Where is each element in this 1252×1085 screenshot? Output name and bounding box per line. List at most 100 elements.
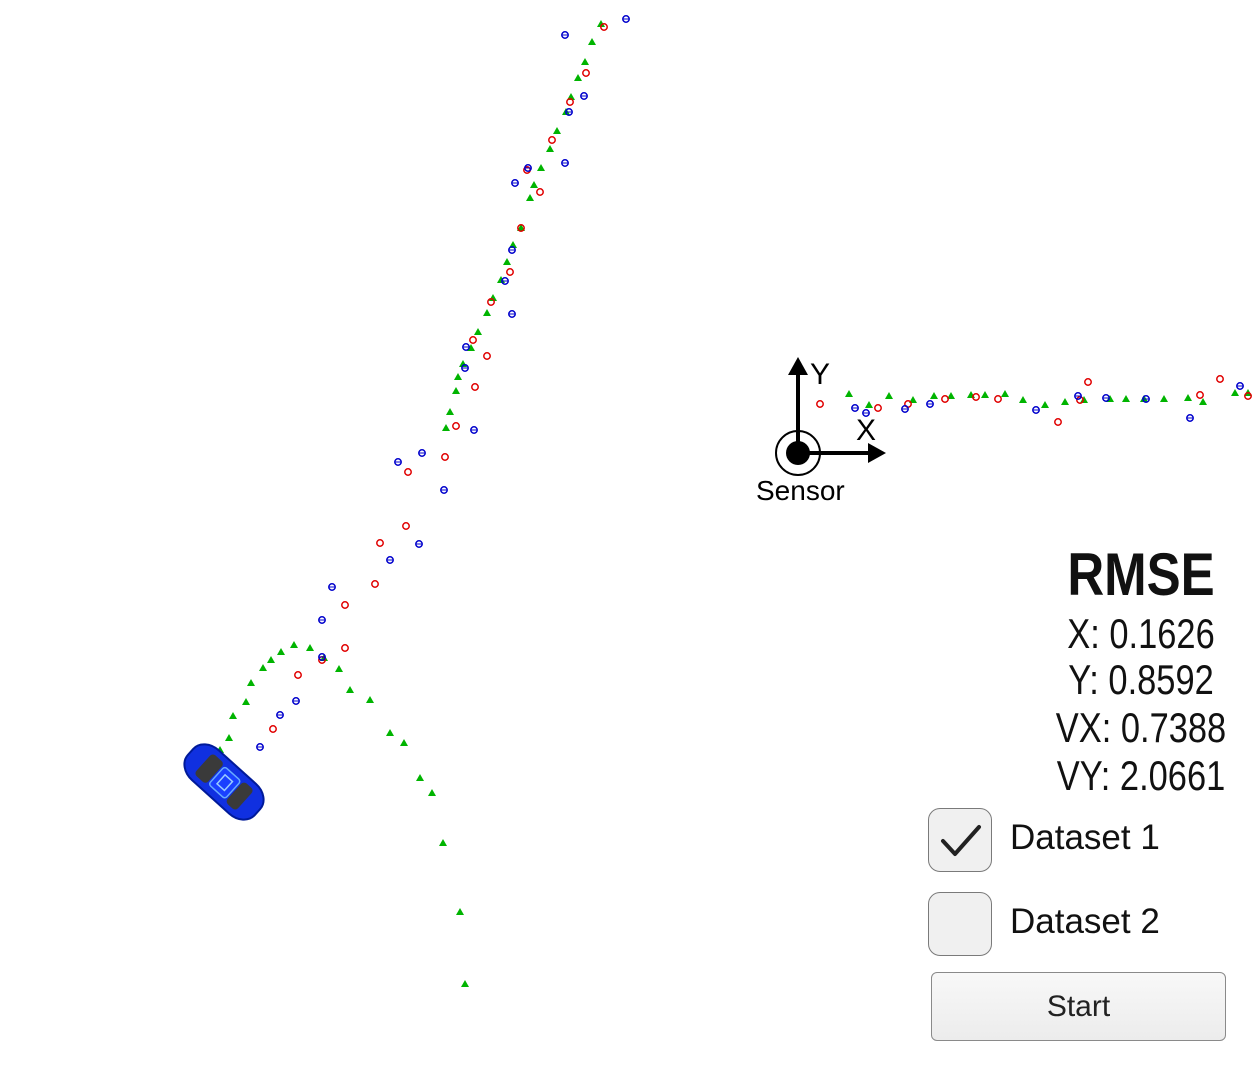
estimate-marker — [306, 644, 314, 651]
lidar-marker — [452, 422, 460, 430]
estimate-marker — [553, 127, 561, 134]
lidar-marker — [441, 453, 449, 461]
lidar-marker — [294, 671, 302, 679]
lidar-marker — [341, 644, 349, 652]
radar-marker — [580, 92, 588, 100]
estimate-marker — [1122, 395, 1130, 402]
estimate-marker — [400, 739, 408, 746]
radar-marker — [1142, 395, 1150, 403]
estimate-marker — [454, 373, 462, 380]
radar-marker — [440, 486, 448, 494]
radar-marker — [508, 246, 516, 254]
radar-marker — [318, 653, 326, 661]
estimate-marker — [446, 408, 454, 415]
radar-marker — [461, 364, 469, 372]
radar-marker — [524, 164, 532, 172]
radar-marker — [462, 343, 470, 351]
radar-marker — [862, 409, 870, 417]
estimate-marker — [930, 392, 938, 399]
estimate-marker — [259, 664, 267, 671]
radar-marker — [1032, 406, 1040, 414]
radar-marker — [561, 159, 569, 167]
lidar-marker — [371, 580, 379, 588]
estimate-marker — [885, 392, 893, 399]
radar-marker — [851, 404, 859, 412]
estimate-marker — [503, 258, 511, 265]
estimate-marker — [247, 679, 255, 686]
radar-marker — [1102, 394, 1110, 402]
radar-marker — [418, 449, 426, 457]
lidar-marker — [471, 383, 479, 391]
estimate-marker — [267, 656, 275, 663]
estimate-marker — [1231, 389, 1239, 396]
start-button[interactable]: Start — [931, 972, 1226, 1041]
lidar-marker — [517, 224, 525, 232]
lidar-marker — [487, 298, 495, 306]
lidar-marker — [1244, 392, 1252, 400]
rmse-title: RMSE — [1067, 541, 1215, 608]
radar-marker — [256, 743, 264, 751]
estimate-marker — [439, 839, 447, 846]
estimate-marker — [1019, 396, 1027, 403]
dataset-1-label: Dataset 1 — [1010, 818, 1160, 857]
radar-marker — [1186, 414, 1194, 422]
lidar-marker — [1216, 375, 1224, 383]
radar-marker — [276, 711, 284, 719]
lidar-marker — [506, 268, 514, 276]
estimate-marker — [386, 729, 394, 736]
lidar-marker — [376, 539, 384, 547]
radar-marker — [318, 616, 326, 624]
estimate-marker — [242, 698, 250, 705]
estimate-marker — [366, 696, 374, 703]
radar-marker — [511, 179, 519, 187]
radar-marker — [508, 310, 516, 318]
dataset-1-checkbox[interactable] — [928, 808, 992, 872]
estimate-marker — [1199, 398, 1207, 405]
estimate-marker — [1061, 398, 1069, 405]
estimate-marker — [416, 774, 424, 781]
lidar-marker — [1084, 378, 1092, 386]
lidar-marker — [536, 188, 544, 196]
lidar-marker — [269, 725, 277, 733]
estimate-marker — [290, 641, 298, 648]
estimate-marker — [947, 392, 955, 399]
lidar-marker — [816, 400, 824, 408]
radar-marker — [386, 556, 394, 564]
y-axis-label: Y — [810, 358, 830, 391]
estimate-marker — [229, 712, 237, 719]
estimate-marker — [845, 390, 853, 397]
sensor-label: Sensor — [756, 475, 845, 506]
lidar-marker — [566, 98, 574, 106]
lidar-marker — [1054, 418, 1062, 426]
radar-marker — [926, 400, 934, 408]
estimate-marker — [597, 20, 605, 27]
estimate-marker — [1041, 401, 1049, 408]
estimate-marker — [865, 401, 873, 408]
trajectory-markers — [216, 15, 1252, 987]
lidar-marker — [341, 601, 349, 609]
estimate-marker — [909, 396, 917, 403]
estimate-marker — [452, 387, 460, 394]
car-icon — [183, 743, 265, 821]
lidar-marker — [941, 395, 949, 403]
estimate-marker — [483, 309, 491, 316]
dataset-2-checkbox[interactable] — [928, 892, 992, 956]
estimate-marker — [474, 328, 482, 335]
radar-marker — [565, 108, 573, 116]
lidar-marker — [1196, 391, 1204, 399]
estimate-marker — [1001, 390, 1009, 397]
estimate-marker — [588, 38, 596, 45]
estimate-marker — [428, 789, 436, 796]
estimate-marker — [574, 74, 582, 81]
lidar-marker — [469, 336, 477, 344]
lidar-marker — [994, 395, 1002, 403]
estimate-marker — [277, 648, 285, 655]
lidar-marker — [582, 69, 590, 77]
estimate-marker — [526, 194, 534, 201]
estimate-marker — [1184, 394, 1192, 401]
estimate-marker — [537, 164, 545, 171]
rmse-vy-value: VY: 2.0661 — [1056, 752, 1226, 799]
x-axis-label: X — [856, 414, 876, 447]
lidar-marker — [404, 468, 412, 476]
dataset-2-label: Dataset 2 — [1010, 902, 1160, 941]
